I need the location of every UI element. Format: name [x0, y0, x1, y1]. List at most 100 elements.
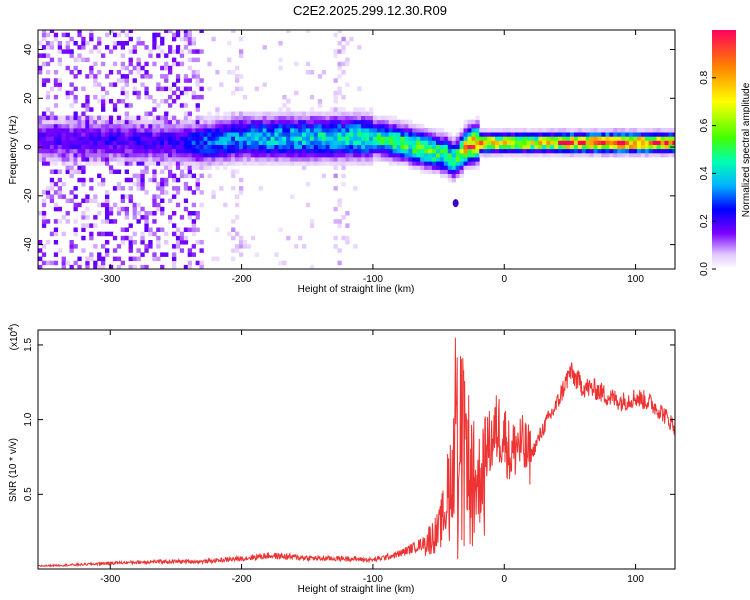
spectrogram-cell	[195, 70, 200, 75]
spectrogram-cell	[278, 119, 283, 125]
spectrogram-cell	[73, 186, 78, 191]
spectrogram-cell	[132, 202, 137, 208]
spectrogram-cell	[168, 115, 173, 121]
spectrogram-cell	[57, 177, 62, 183]
spectrogram-cell	[577, 128, 583, 133]
spectrogram-cell	[105, 140, 110, 145]
spectrogram-cell	[120, 157, 125, 162]
spectrogram-cell	[183, 32, 189, 38]
spectrogram-cell	[41, 161, 47, 166]
spectrogram-cell	[97, 136, 102, 141]
spectrogram-cell	[101, 140, 106, 145]
spectrogram-cell	[144, 144, 149, 150]
spectrogram-cell	[341, 61, 346, 67]
spectrogram-cell	[589, 132, 594, 137]
spectrogram-cell	[191, 219, 196, 224]
spectrogram-cell	[672, 136, 675, 141]
spectrogram-cell	[502, 132, 508, 137]
spectrogram-cell	[479, 128, 484, 133]
spectrogram-cell	[447, 136, 453, 141]
x-tick-label: 100	[627, 274, 644, 285]
spectrogram-cell	[573, 152, 579, 158]
spectrogram-cell	[337, 132, 342, 137]
spectrogram-cell	[81, 144, 86, 150]
spectrogram-cell	[199, 157, 204, 162]
spectrogram-cell	[597, 152, 602, 158]
spectrogram-cell	[85, 107, 90, 112]
spectrogram-cell	[53, 161, 59, 166]
spectrogram-cell	[278, 227, 283, 232]
spectrogram-cell	[621, 148, 626, 154]
spectrogram-cell	[436, 148, 441, 154]
spectrogram-cell	[65, 128, 70, 133]
spectrogram-cell	[38, 211, 43, 216]
spectrogram-cell	[467, 136, 472, 141]
spectrogram-cell	[668, 152, 673, 158]
spectrogram-cell	[69, 115, 74, 121]
spectrogram-cell	[648, 148, 653, 154]
spectrogram-cell	[617, 128, 622, 133]
spectrogram-cell	[101, 152, 106, 158]
spectrogram-cell	[239, 136, 244, 141]
spectrogram-cell	[443, 169, 449, 174]
spectrogram-cell	[329, 152, 334, 158]
spectrogram-cell	[656, 152, 661, 158]
spectrogram-cell	[566, 152, 571, 158]
spectrogram-cell	[183, 136, 189, 141]
spectrogram-cell	[81, 177, 86, 183]
spectrogram-cell	[156, 115, 161, 121]
spectrogram-cell	[93, 94, 98, 100]
spectrogram-cell	[183, 264, 189, 269]
spectrogram-cell	[380, 123, 386, 129]
svg-text:(x104): (x104)	[8, 324, 20, 351]
spectrogram-cell	[309, 157, 315, 162]
spectrogram-cell	[400, 148, 405, 154]
spectrogram-cell	[305, 128, 311, 133]
spectrogram-cell	[408, 119, 413, 125]
spectrogram-cell	[365, 111, 370, 116]
spectrogram-cell	[45, 157, 51, 162]
spectrogram-cell	[262, 123, 267, 129]
spectrogram-cell	[420, 165, 425, 170]
spectrogram-cell	[41, 144, 47, 150]
spectrogram-cell	[128, 132, 133, 137]
spectrogram-cell	[101, 157, 106, 162]
spectrogram-cell	[235, 65, 240, 71]
spectrogram-cell	[266, 132, 271, 137]
spectrogram-cell	[640, 144, 646, 150]
spectrogram-cell	[317, 74, 323, 79]
spectrogram-cell	[152, 173, 157, 179]
spectrogram-cell	[172, 136, 177, 141]
spectrogram-cell	[61, 194, 66, 199]
spectrogram-cell	[85, 264, 90, 269]
spectrogram-cell	[365, 157, 370, 162]
spectrogram-cell	[656, 148, 661, 154]
spectrogram-cell	[219, 128, 224, 133]
spectrogram-cell	[510, 136, 516, 141]
spectrogram-cell	[518, 132, 523, 137]
spectrogram-cell	[65, 157, 70, 162]
spectrogram-cell	[282, 94, 287, 100]
spectrogram-cell	[128, 49, 133, 54]
spectrogram-cell	[81, 165, 86, 170]
spectrogram-cell	[648, 140, 653, 145]
spectrogram-cell	[396, 132, 401, 137]
spectrogram-cell	[53, 144, 59, 150]
spectrogram-cell	[349, 140, 354, 145]
spectrogram-cell	[345, 132, 350, 137]
spectrogram-cell	[136, 256, 141, 262]
spectrogram-cell	[175, 177, 181, 183]
spectrogram-cell	[436, 140, 441, 145]
spectrogram-cell	[463, 165, 468, 170]
spectrogram-cell	[447, 177, 453, 183]
spectrogram-cell	[471, 136, 476, 141]
spectrogram-cell	[420, 169, 425, 174]
spectrogram-cell	[633, 152, 638, 158]
spectrogram-cell	[89, 49, 94, 54]
spectrogram-cell	[333, 152, 338, 158]
spectrogram-cell	[116, 136, 122, 141]
spectrogram-cell	[61, 144, 66, 150]
spectrogram-cell	[278, 152, 283, 158]
spectrogram-cell	[108, 82, 114, 87]
spectrogram-cell	[215, 115, 220, 121]
